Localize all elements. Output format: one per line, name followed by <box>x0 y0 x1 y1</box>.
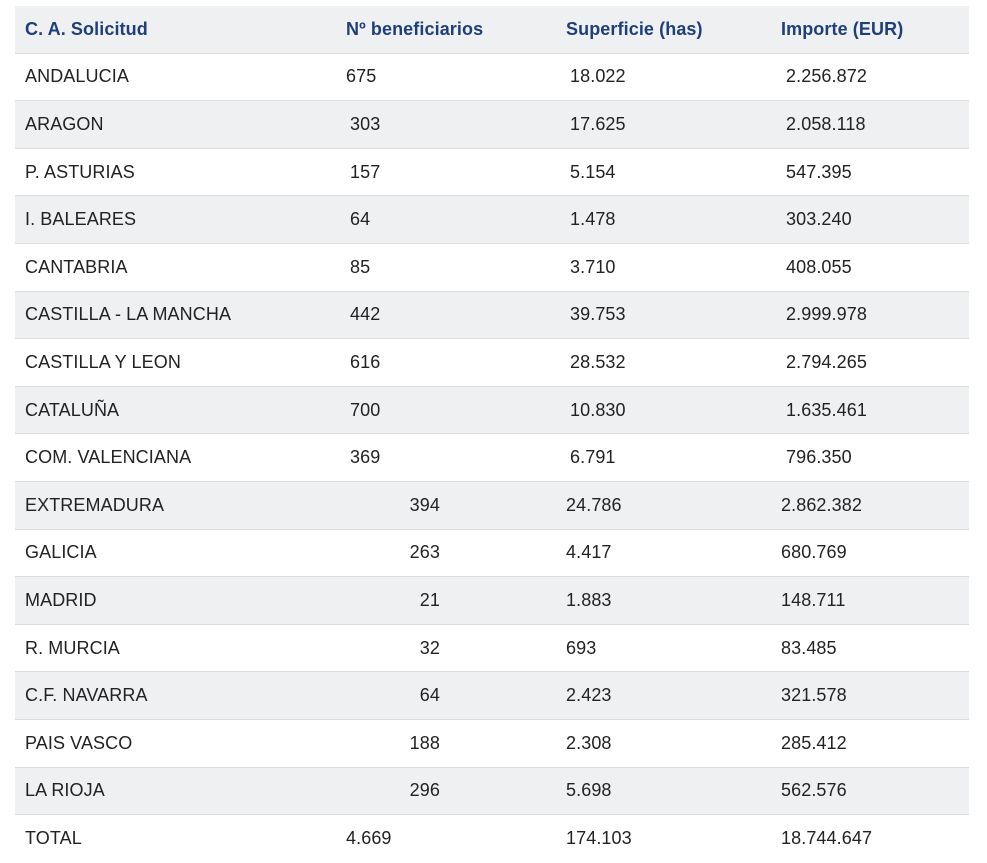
header-superficie: Superficie (has) <box>566 18 703 39</box>
beneficiarios-cell: 616 <box>350 351 381 372</box>
beneficiarios-cell: 64 <box>350 209 371 230</box>
region-cell: CASTILLA - LA MANCHA <box>25 304 232 325</box>
importe-cell: 408.055 <box>786 256 852 277</box>
table-row: CATALUÑA 700 10.830 1.635.461 <box>15 386 969 435</box>
superficie-cell: 18.022 <box>570 66 626 87</box>
importe-cell: 1.635.461 <box>786 399 867 420</box>
superficie-cell: 17.625 <box>570 113 626 134</box>
header-ca-solicitud: C. A. Solicitud <box>25 18 148 39</box>
total-importe: 18.744.647 <box>781 828 873 849</box>
table-row: CASTILLA - LA MANCHA 442 39.753 2.999.97… <box>15 291 969 340</box>
importe-cell: 2.999.978 <box>786 304 867 325</box>
superficie-cell: 10.830 <box>570 399 626 420</box>
beneficiarios-cell: 369 <box>350 447 381 468</box>
importe-cell: 2.794.265 <box>786 351 867 372</box>
region-cell: C.F. NAVARRA <box>25 685 148 706</box>
region-cell: PAIS VASCO <box>25 732 133 753</box>
importe-cell: 680.769 <box>781 542 847 563</box>
beneficiarios-cell: 32 <box>419 637 440 658</box>
beneficiarios-cell: 188 <box>409 732 440 753</box>
header-beneficiarios: Nº beneficiarios <box>346 18 484 39</box>
importe-cell: 562.576 <box>781 780 847 801</box>
region-cell: GALICIA <box>25 542 97 563</box>
region-cell: ARAGON <box>25 113 104 134</box>
data-table: C. A. Solicitud Nº beneficiarios Superfi… <box>15 6 969 863</box>
superficie-cell: 3.710 <box>570 256 616 277</box>
importe-cell: 321.578 <box>781 685 847 706</box>
beneficiarios-cell: 303 <box>350 113 381 134</box>
table-row: P. ASTURIAS 157 5.154 547.395 <box>15 148 969 197</box>
region-cell: I. BALEARES <box>25 209 137 230</box>
table-header-row: C. A. Solicitud Nº beneficiarios Superfi… <box>15 6 969 54</box>
superficie-cell: 2.423 <box>566 685 612 706</box>
beneficiarios-cell: 442 <box>350 304 381 325</box>
superficie-cell: 2.308 <box>566 732 612 753</box>
region-cell: ANDALUCIA <box>25 66 129 87</box>
superficie-cell: 5.154 <box>570 161 616 182</box>
importe-cell: 2.862.382 <box>781 494 862 515</box>
superficie-cell: 693 <box>566 637 597 658</box>
region-cell: LA RIOJA <box>25 780 105 801</box>
table-row: COM. VALENCIANA 369 6.791 796.350 <box>15 434 969 482</box>
beneficiarios-cell: 700 <box>350 399 381 420</box>
region-cell: MADRID <box>25 589 97 610</box>
importe-cell: 796.350 <box>786 447 852 468</box>
table-row: CASTILLA Y LEON 616 28.532 2.794.265 <box>15 339 969 387</box>
importe-cell: 2.256.872 <box>786 66 867 87</box>
importe-cell: 148.711 <box>781 589 846 610</box>
beneficiarios-cell: 85 <box>350 256 371 277</box>
total-beneficiarios: 4.669 <box>346 828 392 849</box>
importe-cell: 285.412 <box>781 732 847 753</box>
region-cell: CATALUÑA <box>25 399 120 420</box>
beneficiarios-cell: 21 <box>419 589 440 610</box>
beneficiarios-cell: 296 <box>409 780 440 801</box>
superficie-cell: 4.417 <box>566 542 612 563</box>
importe-cell: 83.485 <box>781 637 837 658</box>
table-total-row: TOTAL 4.669 174.103 18.744.647 <box>15 815 969 863</box>
header-importe: Importe (EUR) <box>781 18 904 39</box>
beneficiarios-cell: 675 <box>346 66 377 87</box>
table-row: LA RIOJA 296 5.698 562.576 <box>15 767 969 816</box>
superficie-cell: 39.753 <box>570 304 626 325</box>
table-row: GALICIA 263 4.417 680.769 <box>15 529 969 578</box>
superficie-cell: 6.791 <box>570 447 616 468</box>
total-label: TOTAL <box>25 828 82 849</box>
superficie-cell: 24.786 <box>566 494 622 515</box>
beneficiarios-cell: 394 <box>409 494 440 515</box>
region-cell: EXTREMADURA <box>25 494 165 515</box>
table-row: PAIS VASCO 188 2.308 285.412 <box>15 719 969 768</box>
table-row: ANDALUCIA 675 18.022 2.256.872 <box>15 53 969 102</box>
region-cell: P. ASTURIAS <box>25 161 135 182</box>
beneficiarios-cell: 64 <box>419 685 440 706</box>
table-row: C.F. NAVARRA 64 2.423 321.578 <box>15 672 969 720</box>
beneficiarios-cell: 263 <box>409 542 440 563</box>
total-superficie: 174.103 <box>566 828 632 849</box>
table-row: ARAGON 303 17.625 2.058.118 <box>15 101 969 149</box>
importe-cell: 2.058.118 <box>786 113 866 134</box>
region-cell: CASTILLA Y LEON <box>25 351 181 372</box>
importe-cell: 303.240 <box>786 209 852 230</box>
region-cell: COM. VALENCIANA <box>25 447 192 468</box>
importe-cell: 547.395 <box>786 161 852 182</box>
region-cell: R. MURCIA <box>25 637 120 658</box>
table-row: I. BALEARES 64 1.478 303.240 <box>15 196 969 244</box>
superficie-cell: 5.698 <box>566 780 612 801</box>
superficie-cell: 1.883 <box>566 589 612 610</box>
beneficiarios-cell: 157 <box>350 161 381 182</box>
table-row: EXTREMADURA 394 24.786 2.862.382 <box>15 481 969 530</box>
table-row: R. MURCIA 32 693 83.485 <box>15 624 969 673</box>
table-row: MADRID 21 1.883 148.711 <box>15 577 969 625</box>
region-cell: CANTABRIA <box>25 256 128 277</box>
table-row: CANTABRIA 85 3.710 408.055 <box>15 243 969 292</box>
superficie-cell: 1.478 <box>570 209 616 230</box>
superficie-cell: 28.532 <box>570 351 626 372</box>
